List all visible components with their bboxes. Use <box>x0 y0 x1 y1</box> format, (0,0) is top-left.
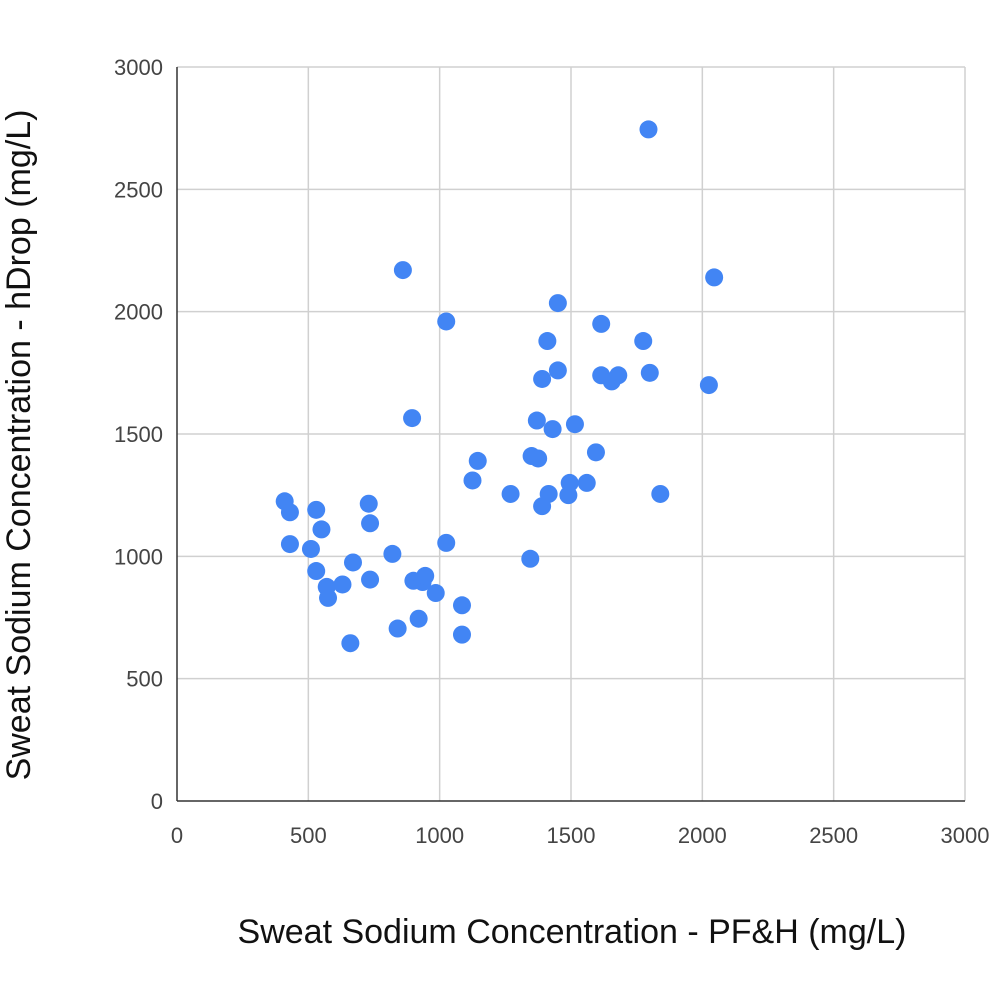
y-tick-label: 0 <box>151 789 163 814</box>
x-tick-label: 3000 <box>941 823 990 848</box>
axes <box>176 67 965 802</box>
data-point <box>312 520 331 539</box>
data-point <box>280 503 299 522</box>
data-point <box>409 609 428 628</box>
x-axis-title: Sweat Sodium Concentration - PF&H (mg/L) <box>238 913 907 951</box>
y-tick-label: 1000 <box>114 544 163 569</box>
data-point <box>452 596 471 615</box>
data-point <box>437 533 456 552</box>
data-point <box>452 625 471 644</box>
y-tick-label: 2000 <box>114 300 163 325</box>
y-tick-label: 1500 <box>114 422 163 447</box>
data-point <box>533 369 552 388</box>
data-points <box>275 120 724 653</box>
data-point <box>301 539 320 558</box>
data-point <box>468 451 487 470</box>
data-point <box>640 363 659 382</box>
data-point <box>521 549 540 568</box>
data-point <box>586 443 605 462</box>
data-point <box>403 409 422 428</box>
y-tick-labels: 0 500 1000 1500 2000 2500 3000 <box>114 55 163 814</box>
data-point <box>333 575 352 594</box>
data-point <box>538 332 557 351</box>
grid <box>177 66 966 801</box>
y-tick-label: 2500 <box>114 177 163 202</box>
x-tick-label: 1000 <box>415 823 464 848</box>
x-tick-label: 2000 <box>678 823 727 848</box>
data-point <box>437 312 456 331</box>
data-point <box>651 484 670 503</box>
data-point <box>416 566 435 585</box>
data-point <box>548 361 567 380</box>
data-point <box>359 494 378 513</box>
x-tick-labels: 0 500 1000 1500 2000 2500 3000 <box>171 823 990 848</box>
data-point <box>609 366 628 385</box>
data-point <box>343 553 362 572</box>
data-point <box>527 411 546 430</box>
data-point <box>501 484 520 503</box>
data-point <box>383 544 402 563</box>
y-axis-title: Sweat Sodium Concentration - hDrop (mg/L… <box>0 110 38 781</box>
data-point <box>539 484 558 503</box>
x-tick-label: 2500 <box>809 823 858 848</box>
data-point <box>393 261 412 280</box>
data-point <box>307 562 326 581</box>
data-point <box>529 449 548 468</box>
data-point <box>319 588 338 607</box>
data-point <box>388 619 407 638</box>
data-point <box>280 535 299 554</box>
data-point <box>307 500 326 519</box>
y-tick-label: 500 <box>126 667 163 692</box>
x-tick-label: 500 <box>290 823 327 848</box>
data-point <box>565 415 584 434</box>
data-point <box>548 294 567 313</box>
data-point <box>341 634 360 653</box>
y-tick-label: 3000 <box>114 55 163 80</box>
data-point <box>361 570 380 589</box>
data-point <box>543 420 562 439</box>
data-point <box>560 473 579 492</box>
data-point <box>463 471 482 490</box>
data-point <box>705 268 724 287</box>
data-point <box>361 514 380 533</box>
data-point <box>634 332 653 351</box>
data-point <box>426 584 445 603</box>
data-point <box>639 120 658 139</box>
x-tick-label: 1500 <box>547 823 596 848</box>
data-point <box>699 376 718 395</box>
data-point <box>577 473 596 492</box>
data-point <box>592 314 611 333</box>
x-tick-label: 0 <box>171 823 183 848</box>
